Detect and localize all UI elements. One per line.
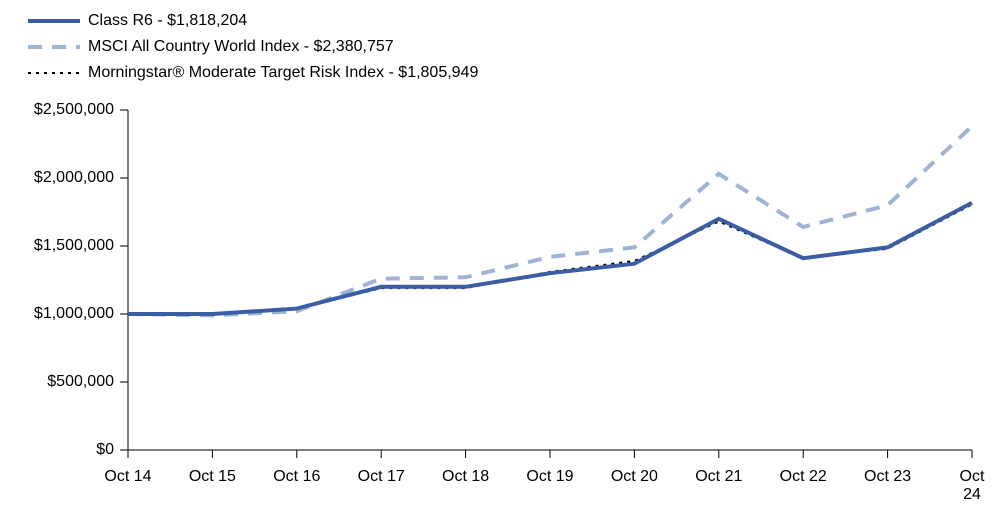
x-tick-label: Oct 15 <box>189 468 236 486</box>
y-tick-label: $500,000 <box>0 373 114 391</box>
x-tick-label: Oct 23 <box>864 468 911 486</box>
x-tick-label: Oct 16 <box>273 468 320 486</box>
series-line-class-r6 <box>128 203 972 314</box>
x-tick-label: Oct 19 <box>526 468 573 486</box>
series-line-morningstar-moderate <box>128 204 972 314</box>
series-line-msci-acwi <box>128 126 972 315</box>
y-tick-label: $0 <box>0 441 114 459</box>
x-tick-label: Oct 20 <box>611 468 658 486</box>
x-tick-label: Oct 17 <box>358 468 405 486</box>
y-tick-label: $2,000,000 <box>0 169 114 187</box>
y-tick-label: $2,500,000 <box>0 101 114 119</box>
x-tick-label: Oct 24 <box>958 468 986 504</box>
growth-line-chart <box>0 0 1000 523</box>
x-tick-label: Oct 21 <box>695 468 742 486</box>
x-tick-label: Oct 14 <box>104 468 151 486</box>
y-tick-label: $1,500,000 <box>0 237 114 255</box>
chart-container: Class R6 - $1,818,204 MSCI All Country W… <box>0 0 1000 523</box>
x-tick-label: Oct 18 <box>442 468 489 486</box>
x-tick-label: Oct 22 <box>780 468 827 486</box>
y-tick-label: $1,000,000 <box>0 305 114 323</box>
